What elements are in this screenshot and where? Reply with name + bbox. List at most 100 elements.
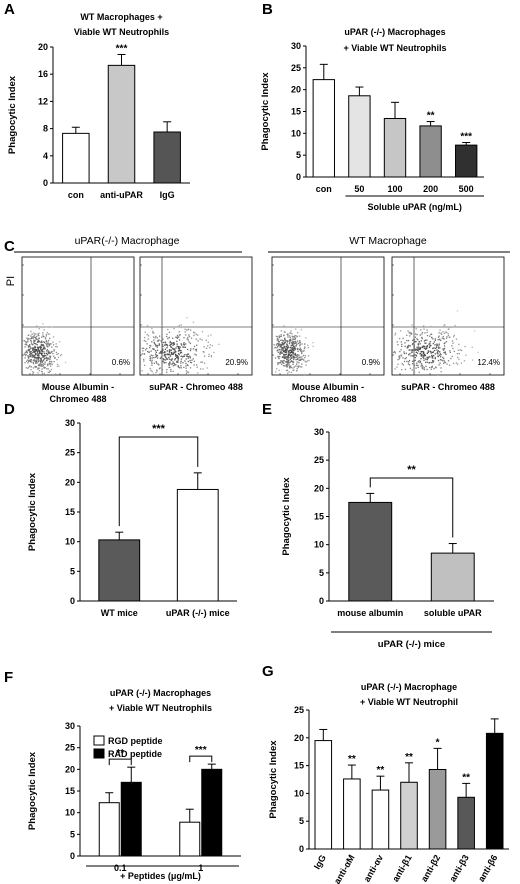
flow-plot-event [292, 353, 294, 355]
flow-plot-event [171, 352, 173, 355]
flow-plot-event [406, 346, 409, 348]
panel-F-significance: ** [116, 748, 124, 759]
flow-plot-event [278, 344, 280, 346]
flow-plot-event [294, 348, 296, 351]
panel-B-bar [455, 144, 478, 178]
flow-plot-event [407, 330, 409, 332]
flow-plot-event [286, 366, 289, 368]
flow-plot-event [27, 346, 30, 348]
flow-plot-event [413, 346, 415, 349]
flow-plot-event [28, 345, 31, 347]
flow-plot-event [437, 338, 439, 341]
flow-plot-event [151, 359, 153, 361]
flow-plot-event [177, 345, 180, 348]
flow-plot-event [422, 345, 424, 347]
panel-F-bar [179, 821, 201, 857]
flow-plot-event [278, 357, 280, 360]
flow-plot-event [37, 368, 39, 370]
flow-plot-event [452, 342, 454, 344]
flow-plot-event [422, 368, 424, 370]
flow-plot-event [424, 358, 427, 360]
flow-plot-event [168, 366, 170, 369]
flow-plot-event [430, 333, 433, 335]
flow-plot-event [394, 368, 396, 370]
flow-plot-event [190, 362, 193, 364]
flow-plot-event [43, 366, 45, 368]
flow-plot-event [301, 352, 303, 355]
flow-plot-event [32, 371, 35, 374]
panel-B-x-label: Soluble uPAR (ng/mL) [368, 202, 462, 212]
flow-plot-event [45, 357, 47, 360]
flow-plot-event [444, 352, 446, 354]
flow-plot-event [282, 350, 285, 353]
flow-plot-event [28, 356, 30, 358]
flow-plot-event [53, 350, 55, 352]
flow-plot-event [166, 345, 169, 347]
flow-plot-event [294, 354, 297, 356]
flow-plot-event [29, 350, 31, 353]
flow-plot-event [37, 341, 39, 343]
flow-plot-event [471, 359, 474, 361]
panel-F-y-tick-label: 30 [65, 721, 75, 731]
flow-plot-event [300, 351, 303, 353]
flow-plot-event [286, 348, 288, 350]
flow-plot-event [40, 341, 42, 344]
flow-plot-event [279, 351, 281, 353]
flow-plot-event [416, 349, 419, 351]
flow-plot-event [168, 331, 171, 334]
flow-plot-event [192, 348, 195, 350]
flow-plot-event [37, 358, 39, 360]
flow-plot-event [446, 336, 448, 338]
flow-plot-event [432, 342, 434, 345]
flow-plot-event [280, 330, 282, 332]
flow-plot-event [276, 347, 278, 349]
flow-plot-event [282, 364, 285, 367]
flow-plot-event [38, 349, 41, 352]
flow-plot-event [420, 340, 422, 342]
flow-plot-event [166, 350, 168, 352]
flow-plot-event [35, 338, 37, 340]
flow-plot-event [168, 353, 170, 355]
flow-plot-event [166, 353, 168, 355]
flow-plot-event [415, 328, 417, 330]
flow-plot-event [41, 371, 43, 373]
flow-plot-event [438, 343, 440, 345]
flow-plot-event [435, 345, 438, 347]
flow-plot-event [37, 372, 39, 374]
flow-plot-event [48, 362, 51, 364]
flow-plot-event [195, 350, 198, 352]
flow-plot-event [30, 341, 32, 343]
flow-plot-event [152, 348, 154, 350]
flow-plot-event [29, 366, 31, 368]
flow-plot-event [40, 352, 42, 355]
flow-plot-event [179, 352, 182, 354]
flow-plot-event [304, 373, 306, 376]
flow-plot-event [282, 356, 285, 358]
flow-plot-event [431, 351, 434, 354]
flow-plot-event [289, 349, 291, 352]
flow-plot-event [186, 329, 188, 331]
flow-plot-event [176, 356, 179, 358]
flow-plot-event [304, 360, 306, 363]
flow-plot-event [194, 349, 197, 351]
flow-plot-event [27, 349, 29, 352]
flow-plot-event [291, 335, 294, 337]
flow-plot-event [152, 336, 155, 338]
flow-plot-event [163, 354, 165, 357]
panel-B-y-label: Phagocytic Index [260, 72, 271, 151]
flow-plot-event [411, 339, 414, 342]
flow-plot-event [463, 360, 466, 362]
panel-G-title: uPAR (-/-) Macrophage [361, 682, 457, 692]
panel-G-category-label: anti-β2 [419, 853, 442, 884]
flow-plot-event [175, 347, 177, 349]
flow-plot-event [169, 362, 171, 364]
flow-plot-frame [21, 256, 135, 376]
flow-plot-event [425, 342, 427, 344]
flow-plot-event [192, 358, 194, 360]
flow-plot-event [38, 357, 40, 359]
panel-D-y-tick-label: 5 [70, 566, 75, 576]
flow-plot-event [432, 357, 434, 359]
flow-plot-event [34, 350, 37, 352]
flow-plot-event [43, 341, 45, 343]
flow-plot-event [289, 366, 291, 368]
